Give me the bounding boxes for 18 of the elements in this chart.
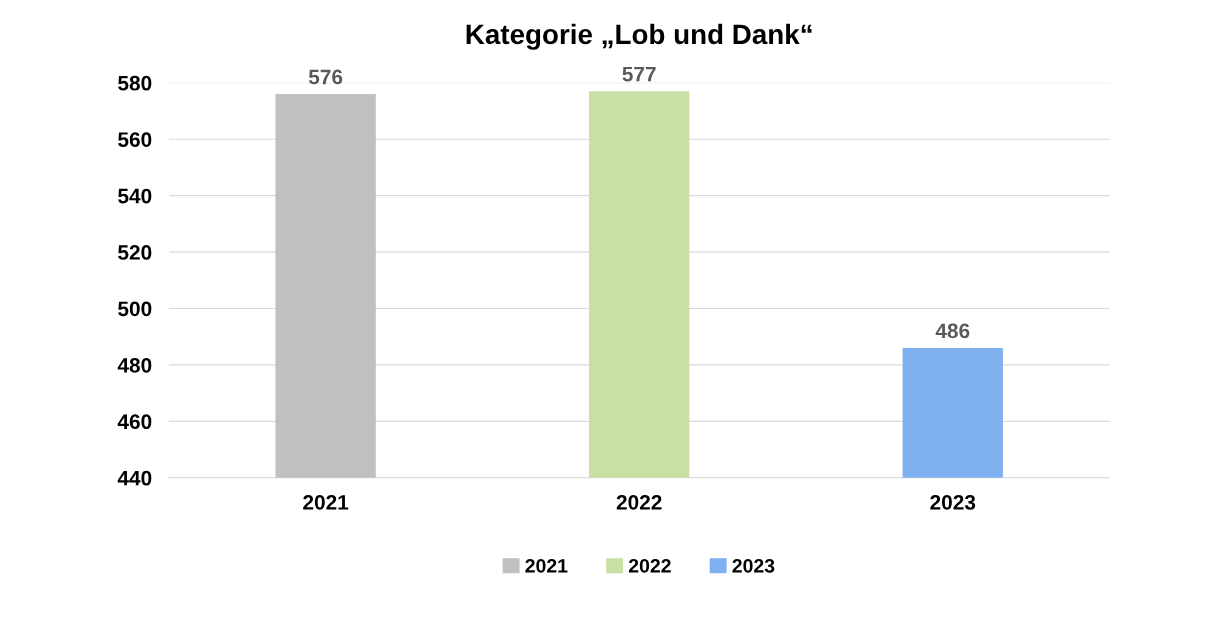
data-label: 577 — [622, 66, 656, 82]
x-tick-label: 2022 — [616, 494, 662, 510]
data-label: 576 — [308, 69, 343, 85]
legend-label: 2023 — [732, 558, 775, 573]
y-tick-label: 580 — [118, 75, 152, 91]
x-tick-label: 2023 — [930, 494, 976, 510]
data-label: 486 — [935, 323, 970, 339]
legend-label: 2022 — [628, 558, 671, 573]
legend-label: 2021 — [525, 558, 568, 573]
y-tick-label: 440 — [117, 470, 152, 486]
x-tick-label: 2021 — [303, 494, 349, 510]
y-tick-label: 500 — [118, 301, 152, 317]
y-tick-label: 520 — [118, 245, 152, 260]
y-tick-label: 460 — [117, 414, 152, 430]
y-tick-label: 560 — [118, 132, 152, 147]
y-tick-label: 480 — [117, 357, 152, 373]
chart-title: Kategorie „Lob und Dank“ — [466, 23, 812, 50]
y-tick-label: 540 — [118, 188, 152, 204]
